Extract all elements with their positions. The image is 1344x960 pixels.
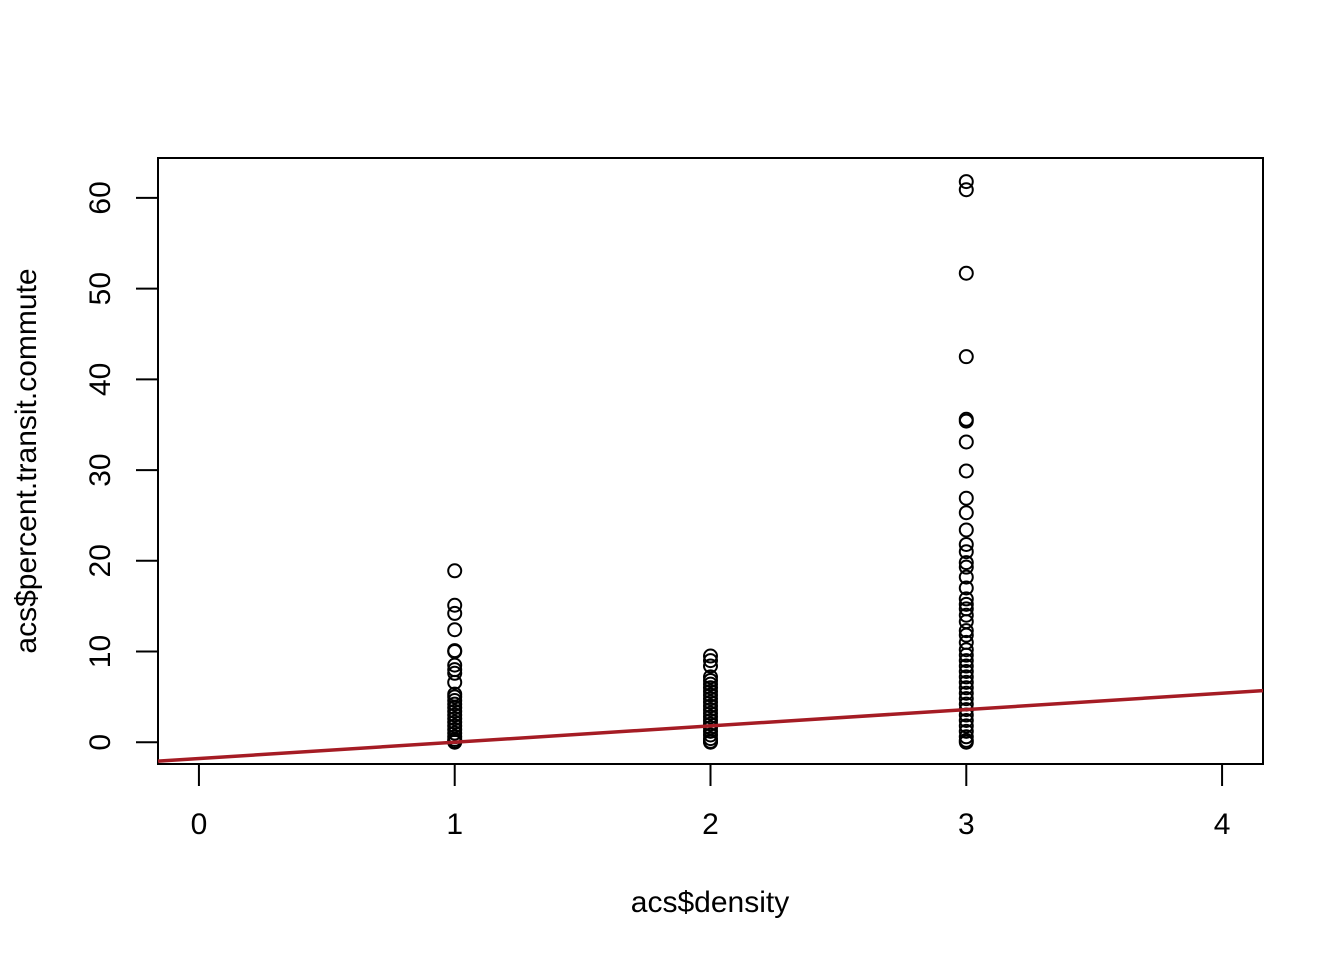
data-point (447, 657, 463, 673)
data-point (703, 648, 718, 664)
x-tick-label: 4 (1214, 808, 1231, 841)
data-point (447, 674, 463, 690)
data-point (958, 718, 974, 734)
data-point (958, 522, 974, 538)
data-point (958, 723, 974, 739)
data-point (447, 665, 463, 681)
data-point (958, 734, 974, 750)
data-point (447, 622, 463, 638)
y-tick-label: 20 (84, 544, 117, 577)
y-tick-label: 30 (84, 453, 117, 486)
data-point (958, 463, 974, 479)
data-point (958, 490, 974, 506)
y-tick-label: 60 (84, 181, 117, 214)
data-point (958, 265, 974, 281)
data-point (958, 505, 974, 521)
data-point (447, 597, 463, 613)
data-point (958, 674, 974, 690)
y-axis: 0 10 20 30 40 50 60 (84, 181, 159, 751)
y-tick-label: 40 (84, 363, 117, 396)
data-point (958, 596, 974, 612)
y-axis-label: acs$percent.transit.commute (10, 268, 43, 653)
y-tick-label: 0 (84, 734, 117, 751)
data-point (958, 349, 974, 365)
y-tick-label: 50 (84, 272, 117, 305)
data-point (958, 536, 974, 552)
data-point (703, 658, 718, 674)
regression-line (157, 688, 1264, 763)
data-point (958, 182, 974, 198)
data-point (958, 647, 974, 663)
regression-line-group (157, 688, 1264, 763)
data-point (447, 605, 463, 621)
data-point (958, 658, 974, 674)
x-axis: 0 1 2 3 4 (191, 763, 1231, 841)
data-point (703, 653, 718, 669)
x-axis-label: acs$density (631, 886, 789, 919)
data-point (958, 627, 974, 643)
data-point (958, 642, 974, 658)
data-point (447, 563, 463, 579)
data-point (958, 413, 974, 429)
y-tick-label: 10 (84, 635, 117, 668)
data-point (958, 591, 974, 607)
data-points (447, 174, 974, 750)
data-point (958, 663, 974, 679)
data-point (958, 544, 974, 560)
data-point (958, 555, 974, 571)
data-point (958, 607, 974, 623)
data-point (958, 569, 974, 585)
data-point (958, 580, 974, 596)
data-point (958, 434, 974, 450)
data-point (958, 712, 974, 728)
x-tick-label: 2 (702, 808, 719, 841)
data-point (703, 734, 718, 750)
data-point (958, 680, 974, 696)
x-tick-label: 1 (446, 808, 463, 841)
data-point (958, 685, 974, 701)
data-point (958, 174, 974, 190)
x-tick-label: 0 (191, 808, 208, 841)
data-point (958, 691, 974, 707)
data-point (447, 644, 463, 660)
x-tick-label: 3 (958, 808, 975, 841)
data-point (958, 623, 974, 639)
data-point (958, 653, 974, 669)
data-point (958, 559, 974, 575)
data-point (958, 669, 974, 685)
